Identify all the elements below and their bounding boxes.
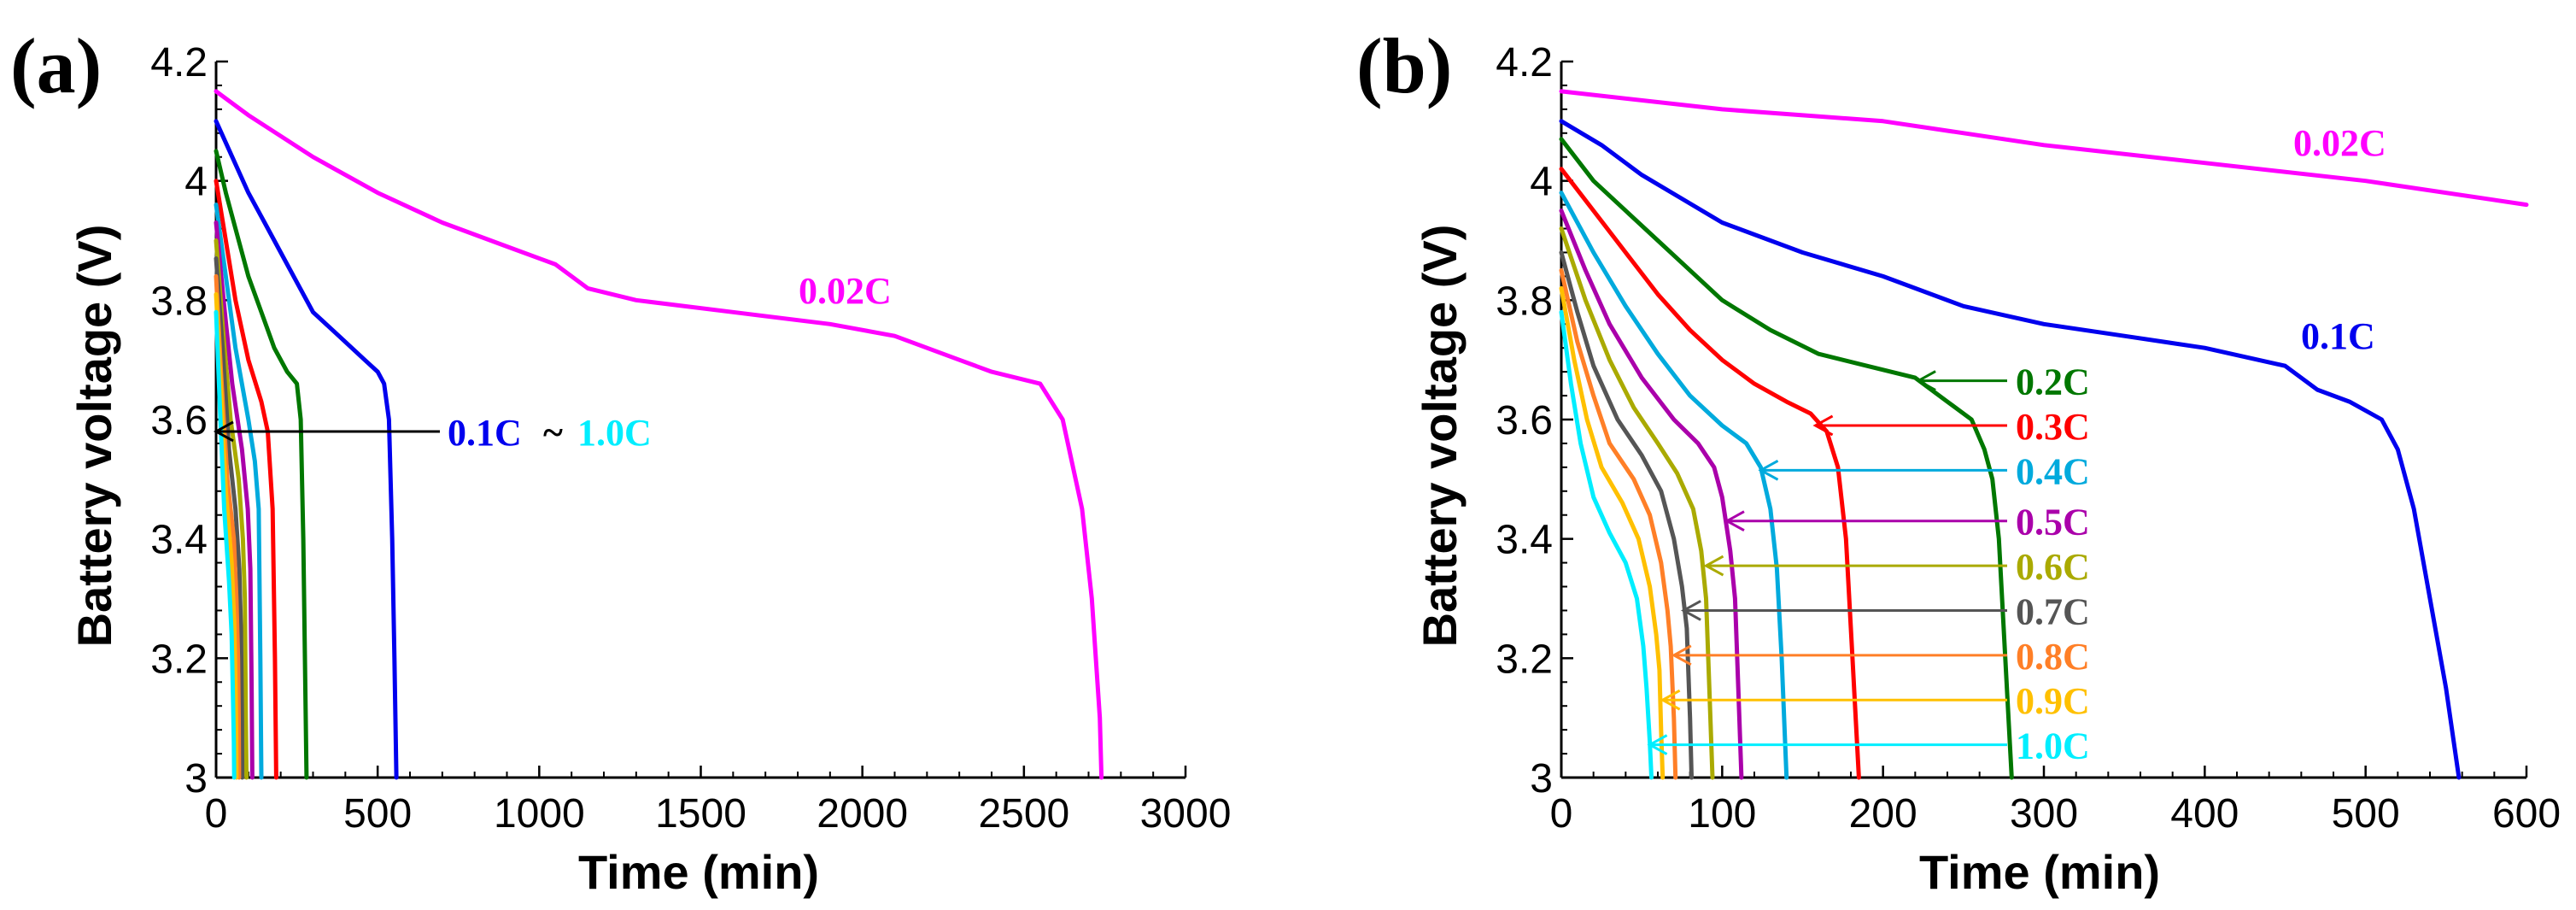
x-tick-label: 3000 xyxy=(1140,791,1232,837)
series-line-0.5C-b xyxy=(1559,208,1744,780)
y-tick-label: 3.4 xyxy=(1496,518,1553,563)
annotation-arrowhead-0.7C xyxy=(1681,600,1701,621)
series-line-0.9C-b xyxy=(1559,285,1666,780)
series-line-0.2C-a xyxy=(214,149,309,780)
series-line-0.7C-a xyxy=(214,256,245,780)
y-tick-label: 3.4 xyxy=(150,518,208,563)
annotation-arrowhead-range xyxy=(213,420,234,443)
annotation-label-0.4C-b: 0.4C xyxy=(2016,450,2090,492)
series-line-0.6C-b xyxy=(1559,226,1715,780)
annotation-label-0.1C-b: 0.1C xyxy=(2301,315,2375,357)
x-tick-label: 100 xyxy=(1688,791,1756,837)
annotation-arrowhead-0.3C xyxy=(1812,414,1834,437)
annotation-label-0.9C-b: 0.9C xyxy=(2016,680,2090,722)
annotation-range-start: 0.1C xyxy=(448,412,522,454)
y-tick-label: 3.6 xyxy=(1496,398,1553,443)
annotation-label-1.0C-b: 1.0C xyxy=(2016,725,2090,767)
annotation-arrowhead-0.2C xyxy=(1915,370,1936,391)
y-tick-label: 3.8 xyxy=(1496,279,1553,324)
x-tick-label: 500 xyxy=(343,791,412,837)
series-line-0.4C-b xyxy=(1559,191,1789,780)
panel-b-y-axis-label: Battery voltage (V) xyxy=(1413,225,1467,648)
y-tick-label: 4.2 xyxy=(1496,40,1553,85)
series-line-1.0C-a xyxy=(214,309,237,780)
series-line-0.1C-b xyxy=(1559,119,2462,780)
series-line-0.5C-a xyxy=(214,220,255,780)
panel-a-x-axis-label: Time (min) xyxy=(578,845,819,899)
y-tick-label: 3 xyxy=(1530,756,1553,801)
annotation-label-0.8C-b: 0.8C xyxy=(2016,636,2090,678)
y-tick-label: 3.2 xyxy=(150,637,208,682)
x-tick-label: 200 xyxy=(1849,791,1917,837)
x-tick-label: 500 xyxy=(2332,791,2400,837)
annotation-arrowhead-0.8C xyxy=(1671,644,1692,666)
panel-a-annotations: 0.1C ~ 1.0C 0.02C xyxy=(213,270,892,454)
y-tick-label: 3.6 xyxy=(150,398,208,443)
series-line-0.7C-b xyxy=(1559,250,1694,780)
series-line-0.1C-a xyxy=(214,119,399,780)
y-tick-label: 3.2 xyxy=(1496,637,1553,682)
annotation-arrowhead-0.4C xyxy=(1758,460,1779,481)
annotation-arrowhead-0.6C xyxy=(1703,555,1724,577)
x-tick-label: 0 xyxy=(1550,791,1573,837)
annotation-label-0.02C-a: 0.02C xyxy=(799,270,892,312)
annotation-arrowhead-1.0C xyxy=(1647,734,1668,755)
annotation-range-sep: ~ xyxy=(543,412,563,454)
panel-a-series xyxy=(214,89,1104,780)
y-tick-label: 4 xyxy=(1530,160,1553,205)
x-tick-label: 1500 xyxy=(655,791,746,837)
series-line-0.4C-a xyxy=(214,203,264,780)
panel-b-chart: (b) Battery voltage (V) Time (min) 0 100 2… xyxy=(1356,22,2561,899)
series-line-1.0C-b xyxy=(1559,309,1654,780)
annotation-label-0.02C-b: 0.02C xyxy=(2293,122,2386,164)
y-tick-label: 3 xyxy=(184,756,208,801)
series-line-0.3C-a xyxy=(214,179,278,780)
panel-a-label: (a) xyxy=(10,22,102,109)
panel-a-axes: 0 500 1000 1500 2000 2500 3000 3 3.2 3.4 3.6 3.8 4 4.… xyxy=(150,40,1231,837)
y-tick-label: 3.8 xyxy=(150,279,208,324)
panel-b-axes: 0 100 200 300 400 500 600 3 3.2 3.4 3.6 3.8 4 4.2 xyxy=(1496,40,2561,837)
y-tick-label: 4.2 xyxy=(150,40,208,85)
panel-a-chart: (a) Battery voltage (V) Time (min) 0 500 1… xyxy=(10,22,1231,899)
annotation-arrowhead-0.9C xyxy=(1660,689,1681,711)
series-line-0.02C-a xyxy=(214,89,1104,780)
annotation-label-0.7C-b: 0.7C xyxy=(2016,590,2090,632)
annotation-label-0.5C-b: 0.5C xyxy=(2016,502,2090,543)
series-line-0.8C-b xyxy=(1559,267,1678,780)
panel-a-y-axis-label: Battery voltage (V) xyxy=(67,225,121,648)
annotation-label-0.3C-b: 0.3C xyxy=(2016,406,2090,448)
series-line-0.2C-b xyxy=(1559,137,2014,780)
panel-b-label: (b) xyxy=(1356,22,1452,109)
series-line-0.02C-b xyxy=(1559,89,2529,208)
panel-b-x-axis-label: Time (min) xyxy=(1919,845,2160,899)
x-tick-label: 2500 xyxy=(978,791,1069,837)
x-tick-label: 1000 xyxy=(494,791,585,837)
panel-b-series xyxy=(1559,89,2529,780)
annotation-range-end: 1.0C xyxy=(577,412,652,454)
series-line-0.3C-b xyxy=(1559,167,1861,780)
annotation-label-0.6C-b: 0.6C xyxy=(2016,546,2090,588)
x-tick-label: 400 xyxy=(2170,791,2239,837)
x-tick-label: 600 xyxy=(2492,791,2561,837)
panel-b-annotations: 0.02C 0.1C 0.2C0.3C0.4C 0.5C0.6C0.7C0.8C0.9… xyxy=(1647,122,2386,767)
y-tick-label: 4 xyxy=(184,160,208,205)
x-tick-label: 300 xyxy=(2010,791,2078,837)
x-tick-label: 2000 xyxy=(817,791,908,837)
annotation-label-0.2C-b: 0.2C xyxy=(2016,361,2090,403)
x-tick-label: 0 xyxy=(205,791,228,837)
annotation-arrowhead-0.5C xyxy=(1724,510,1745,532)
